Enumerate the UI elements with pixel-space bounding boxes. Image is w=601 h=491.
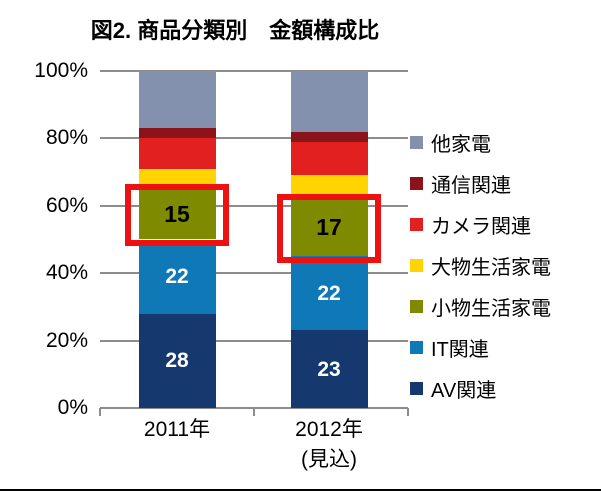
segment-value-label: 22 [165, 265, 189, 289]
gridline [100, 137, 408, 140]
gridline [100, 272, 408, 275]
highlight-box [277, 194, 381, 263]
y-axis-tick-label: 20% [45, 328, 88, 352]
x-axis-category-label: 2011年 [107, 415, 247, 445]
bar-segment: 22 [138, 239, 216, 314]
legend-item: IT関連 [410, 327, 489, 368]
legend-swatch-icon [410, 177, 423, 190]
legend-item-label: カメラ関連 [431, 216, 531, 238]
y-axis-tick-label: 40% [45, 261, 88, 285]
legend-item: 大物生活家電 [410, 245, 551, 286]
x-axis-category-label-line: 2011年 [143, 418, 211, 441]
bottom-border-line [0, 489, 601, 491]
legend-item-label: 通信関連 [431, 175, 511, 197]
gridline [100, 70, 408, 72]
x-axis-tick-mark [253, 408, 255, 416]
legend-swatch-icon [410, 136, 423, 149]
x-axis-category-label-line: (見込) [301, 448, 357, 471]
y-axis-tick-label: 100% [34, 59, 88, 82]
bar-segment [138, 71, 216, 129]
legend-item-label: 小物生活家電 [431, 298, 551, 320]
legend-item-label: IT関連 [431, 339, 489, 361]
bar-segment: 28 [138, 313, 216, 408]
bar-segment: 15 [138, 188, 216, 240]
bar-segment [290, 141, 368, 176]
y-axis-tick-label: 0% [57, 396, 88, 419]
bar-segment [290, 131, 368, 142]
legend-swatch-icon [410, 341, 423, 354]
legend-item: 通信関連 [410, 163, 511, 204]
x-axis-category-label-line: 2012年 [295, 418, 363, 441]
bar-segment: 17 [290, 199, 368, 257]
y-axis-tick-label: 80% [45, 126, 88, 150]
bar-segment [290, 71, 368, 132]
highlight-box [125, 183, 229, 246]
segment-value-label: 17 [316, 214, 342, 241]
legend-swatch-icon [410, 300, 423, 313]
bar-segment: 22 [290, 256, 368, 331]
segment-value-label: 23 [317, 357, 341, 381]
x-axis-tick-mark [407, 408, 409, 416]
x-axis-tick-mark [99, 408, 101, 416]
segment-value-label: 22 [317, 281, 341, 305]
gridline [100, 339, 408, 342]
bar-segment [138, 168, 216, 189]
bar-segment [290, 175, 368, 200]
legend-item: 他家電 [410, 122, 491, 163]
legend-item-label: AV関連 [431, 380, 497, 402]
legend-item: 小物生活家電 [410, 286, 551, 327]
gridline [100, 204, 408, 207]
bar-segment [138, 128, 216, 139]
x-axis-category-label: 2012年 (見込) [259, 415, 399, 475]
legend-item: AV関連 [410, 368, 496, 409]
legend-swatch-icon [410, 259, 423, 272]
legend-swatch-icon [410, 382, 423, 395]
y-axis-tick-label: 60% [45, 193, 88, 217]
chart-title: 図2. 商品分類別 金額構成比 [90, 18, 380, 43]
legend-item-label: 大物生活家電 [431, 257, 551, 279]
bar-segment [138, 138, 216, 169]
segment-value-label: 15 [164, 200, 190, 227]
legend-item: カメラ関連 [410, 204, 531, 245]
legend-item-label: 他家電 [431, 134, 491, 156]
bar-segment: 23 [290, 330, 368, 408]
segment-value-label: 28 [165, 349, 189, 373]
legend-swatch-icon [410, 218, 423, 231]
